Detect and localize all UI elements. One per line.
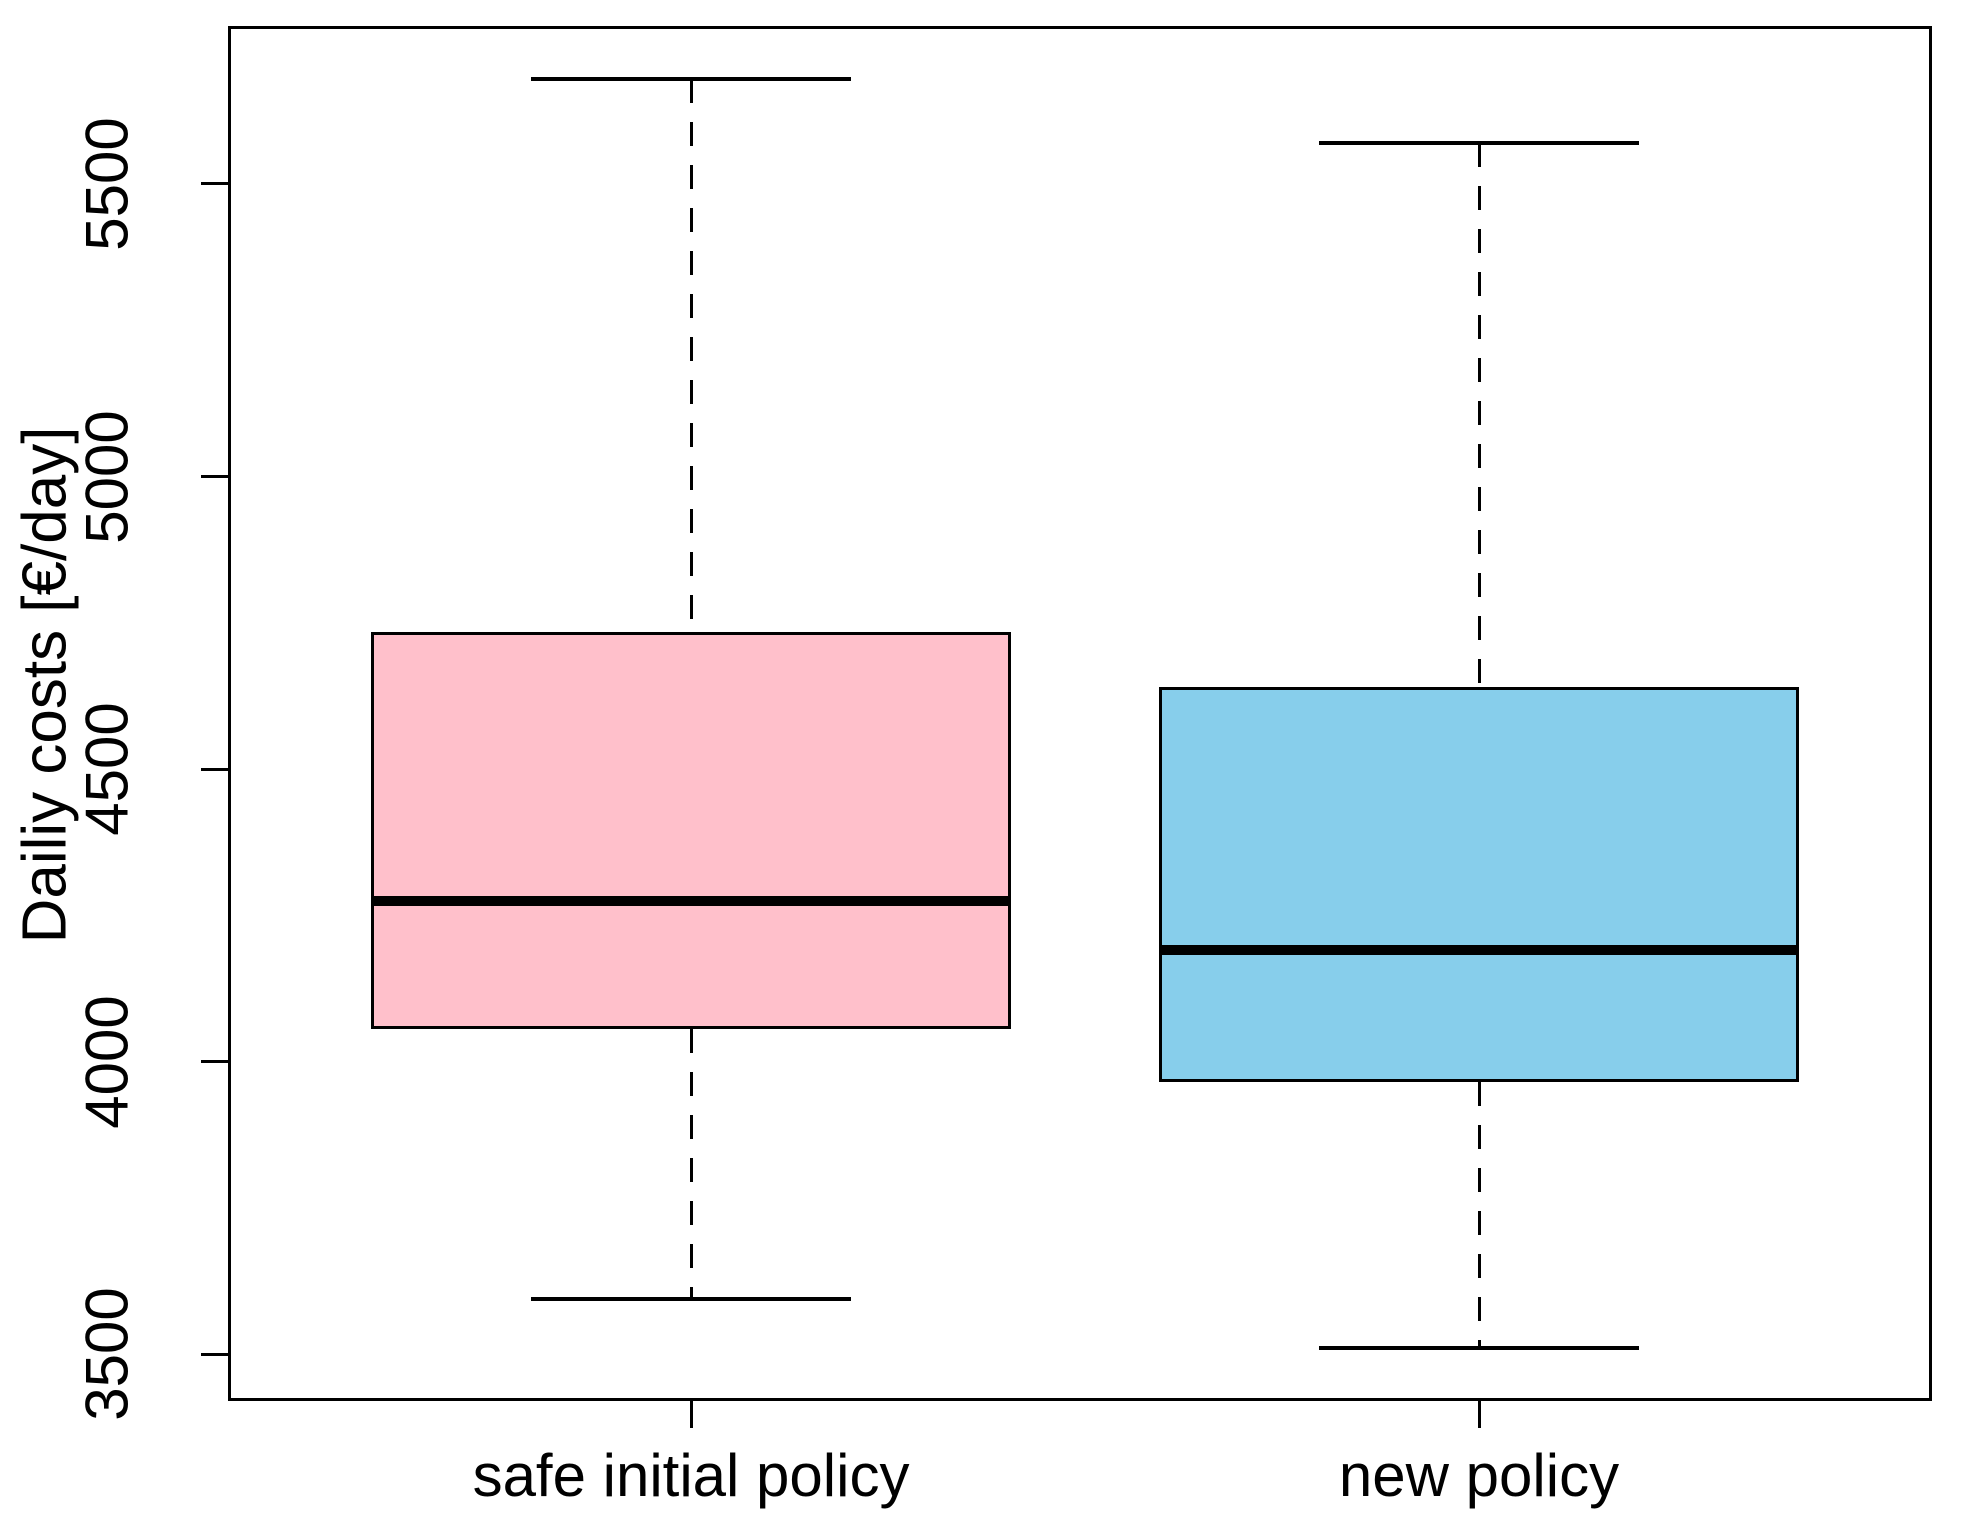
- y-tick-mark: [201, 1060, 228, 1064]
- median-line: [371, 895, 1011, 906]
- x-tick-mark: [1477, 1401, 1481, 1428]
- y-tick-label: 3500: [73, 1287, 141, 1421]
- x-tick-label: new policy: [1338, 1442, 1620, 1509]
- iqr-box: [1159, 687, 1799, 1083]
- upper-whisker-cap: [1319, 141, 1639, 146]
- y-tick-mark: [201, 182, 228, 186]
- median-line: [1159, 945, 1799, 956]
- lower-whisker-cap: [531, 1296, 851, 1301]
- y-tick-mark: [201, 1352, 228, 1356]
- y-axis-label: Dailiy costs [€/day]: [10, 426, 80, 944]
- y-tick-label: 4500: [73, 702, 141, 836]
- lower-whisker: [1477, 1082, 1481, 1349]
- iqr-box: [371, 631, 1011, 1030]
- y-tick-mark: [201, 767, 228, 771]
- y-tick-mark: [201, 475, 228, 479]
- lower-whisker-cap: [1319, 1346, 1639, 1351]
- y-tick-label: 4000: [73, 994, 141, 1129]
- upper-whisker-cap: [531, 76, 851, 81]
- lower-whisker: [689, 1029, 693, 1299]
- y-tick-label: 5500: [73, 117, 141, 251]
- x-tick-mark: [689, 1401, 693, 1428]
- upper-whisker: [1477, 143, 1481, 688]
- y-tick-label: 5000: [73, 409, 141, 544]
- upper-whisker: [689, 78, 693, 632]
- x-tick-label: safe initial policy: [472, 1442, 910, 1509]
